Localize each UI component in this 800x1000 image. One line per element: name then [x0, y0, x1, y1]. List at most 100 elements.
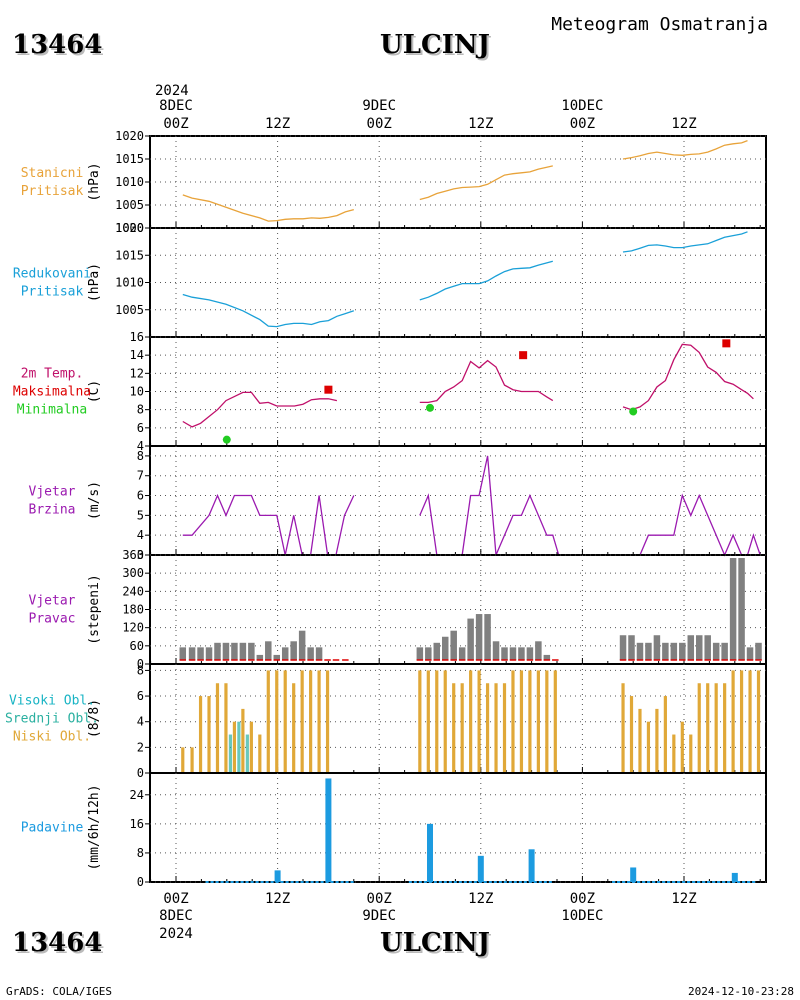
station-id-bottom: 13464: [12, 928, 103, 958]
panel-label: Pravac: [29, 612, 76, 627]
bottom-hour-label: 00Z: [570, 891, 595, 907]
wind-dir-bar: [484, 614, 491, 660]
low-cloud-bar: [283, 670, 287, 773]
wind-dir-bar: [755, 642, 762, 660]
series-line: [182, 194, 354, 222]
wind-dir-bar: [256, 654, 264, 660]
top-hour-label: 00Z: [367, 116, 392, 132]
low-cloud-bar: [325, 670, 330, 773]
y-tick-label: 360: [122, 548, 144, 562]
y-tick-label: 10: [130, 385, 144, 399]
panel-reduced_pressure: 1005 1010 1015 1020 (hPa)Redukovani Pritisak: [13, 221, 767, 338]
low-cloud-bar: [292, 683, 296, 773]
low-cloud-bar: [739, 670, 744, 773]
low-cloud-bar: [553, 670, 557, 773]
panel-frame: [149, 445, 767, 556]
top-hour-label: 12Z: [265, 116, 290, 132]
wind-dir-bar: [290, 641, 297, 660]
tmin-marker: [222, 435, 231, 444]
wind-dir-bar: [729, 558, 737, 660]
panel-station_pressure: 1000 1005 1010 1015 1020 (hPa)Stanicni Pritisa…: [21, 129, 767, 235]
panel-label: Pritisak: [21, 285, 84, 300]
y-tick-label: 120: [122, 621, 144, 635]
series-line: [419, 165, 553, 201]
wind-dir-bar: [433, 642, 441, 660]
precip-bar: [528, 849, 535, 882]
wind-dir-bar: [239, 642, 247, 660]
bottom-date-label: 10DEC: [561, 908, 603, 924]
bottom-hour-label: 00Z: [163, 891, 188, 907]
top-hour-label: 12Z: [671, 116, 696, 132]
wind-dir-bar: [416, 647, 424, 660]
y-tick-label: 0: [137, 875, 144, 889]
bottom-year-label: 2024: [159, 926, 193, 942]
low-cloud-bar: [198, 696, 203, 773]
low-cloud-bar: [181, 747, 185, 773]
wind-dir-bar: [298, 630, 306, 660]
y-tick-label: 1010: [115, 276, 144, 290]
unit-label: (stepeni): [87, 574, 102, 644]
y-tick-label: 12: [130, 366, 144, 380]
top-date-label: 9DEC: [362, 98, 396, 114]
y-tick-label: 0: [137, 657, 144, 671]
wind-dir-bar: [467, 618, 474, 660]
y-tick-label: 3: [137, 548, 144, 562]
panel-label: Niski Obl.: [13, 730, 91, 745]
wind-dir-bar: [653, 635, 661, 660]
tmax-marker: [722, 339, 731, 348]
y-tick-label: 8: [137, 846, 144, 860]
top-date-label: 8DEC: [159, 98, 193, 114]
low-cloud-bar: [469, 670, 473, 773]
low-cloud-bar: [224, 683, 228, 773]
footer-credit: GrADS: COLA/IGES: [6, 985, 112, 998]
series-line: [622, 231, 748, 253]
wind-dir-bar: [712, 642, 720, 660]
wind-dir-bar: [687, 635, 695, 660]
series-line: [419, 260, 553, 301]
wind-dir-bar: [695, 635, 703, 660]
low-cloud-bar: [207, 696, 211, 773]
panel-frame: [149, 135, 767, 229]
y-tick-label: 180: [122, 603, 144, 617]
panel-label: Vjetar: [29, 594, 76, 609]
panel-frame: [149, 772, 767, 883]
top-hour-label: 00Z: [570, 116, 595, 132]
panel-frame: [149, 227, 767, 338]
low-cloud-bar: [536, 670, 540, 773]
y-tick-label: 4: [137, 715, 144, 729]
low-cloud-bar: [190, 747, 194, 773]
panel-label: Pritisak: [21, 184, 84, 199]
low-cloud-bar: [629, 696, 634, 773]
low-cloud-bar: [528, 670, 532, 773]
series-line: [419, 359, 554, 404]
series-line: [182, 293, 355, 328]
wind-dir-bar: [248, 642, 255, 660]
low-cloud-bar: [731, 670, 735, 773]
top-hour-label: 12Z: [468, 116, 493, 132]
bottom-hour-label: 12Z: [671, 891, 696, 907]
wind-dir-bar: [501, 647, 508, 660]
wind-dir-bar: [450, 630, 457, 660]
low-cloud-bar: [638, 708, 642, 773]
panel-cloud_cover: 0 2 4 6 8 (8/8)Visoki Obl. Srednji Obl. Niski O…: [5, 663, 767, 780]
wind-dir-bar: [197, 647, 204, 660]
y-tick-label: 4: [137, 439, 144, 453]
unit-label: (m/s): [87, 481, 102, 520]
series-line: [622, 343, 754, 411]
low-cloud-bar: [317, 670, 321, 773]
wind-dir-bar: [662, 642, 669, 660]
wind-dir-bar: [526, 647, 534, 660]
panel-label: Brzina: [29, 503, 76, 518]
y-tick-label: 2: [137, 740, 144, 754]
top-date-label: 10DEC: [561, 98, 603, 114]
wind-dir-bar: [704, 635, 711, 660]
y-tick-label: 1005: [115, 198, 144, 212]
low-cloud-bar: [511, 670, 515, 773]
low-cloud-bar: [680, 721, 684, 773]
low-cloud-bar: [697, 683, 701, 773]
y-tick-label: 1005: [115, 303, 144, 317]
city-title: ULCINJ: [380, 30, 490, 60]
mid-cloud-bar: [228, 734, 233, 773]
bottom-hour-label: 00Z: [367, 891, 392, 907]
